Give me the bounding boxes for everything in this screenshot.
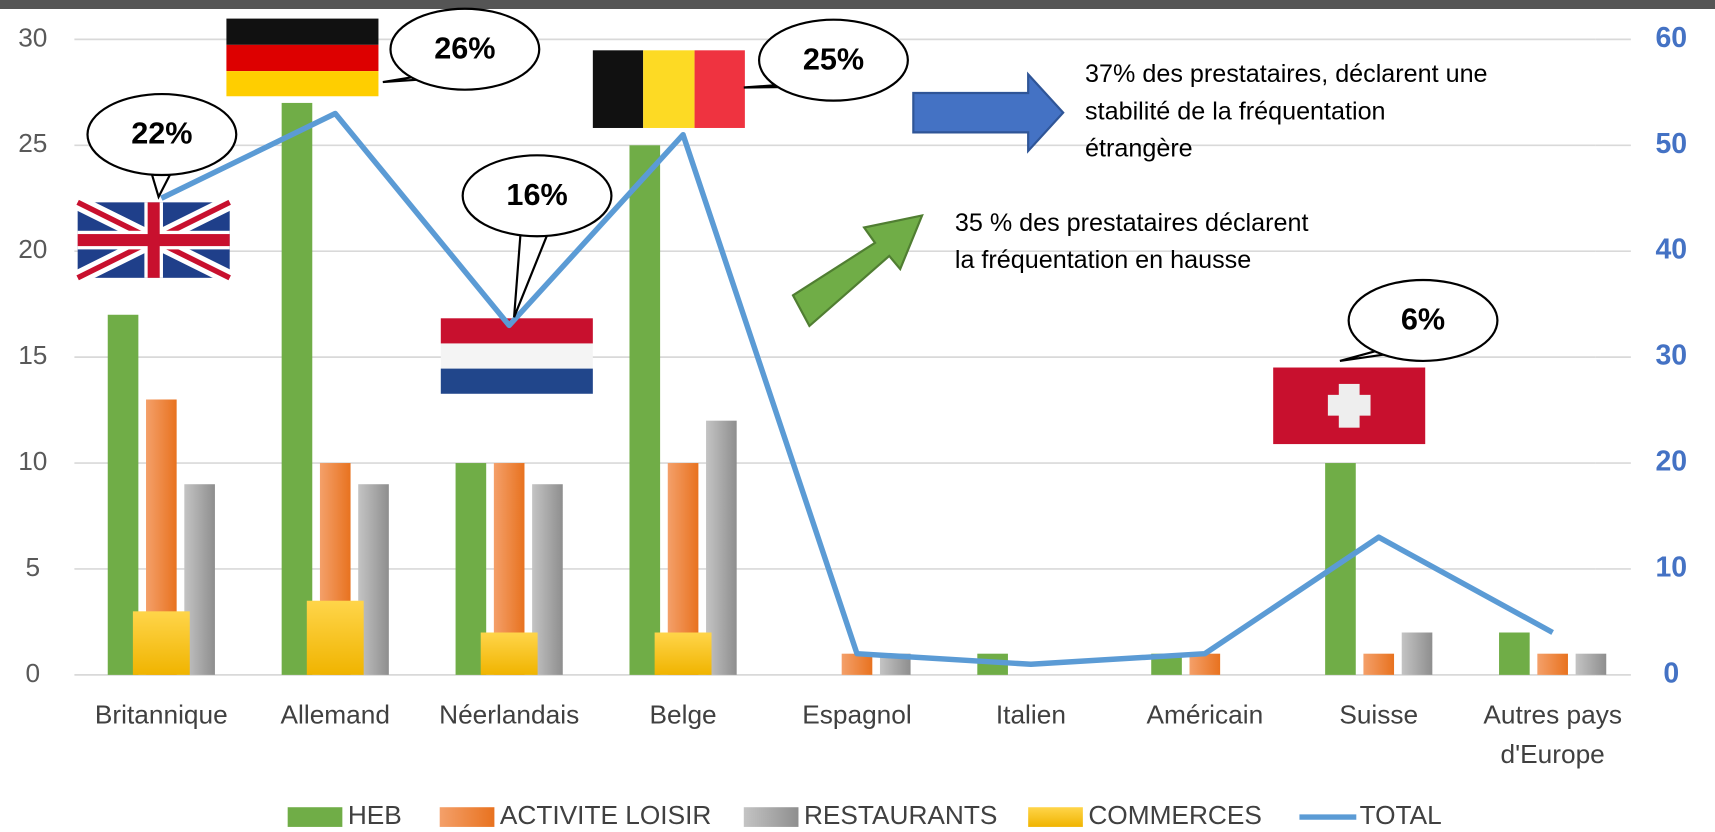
annotation: 35 % des prestataires déclarent (955, 209, 1309, 237)
callout-patch (521, 213, 553, 223)
callout (86, 92, 238, 177)
y-tick-label: 15 (18, 340, 47, 370)
legend-swatch (439, 807, 495, 827)
x-tick-label: Allemand (281, 699, 390, 729)
y-tick-label: 5 (26, 552, 41, 582)
callout-label: 6% (1401, 303, 1445, 337)
callout (461, 154, 613, 238)
bar (132, 611, 190, 675)
arrow-green (791, 213, 924, 328)
bar (1401, 632, 1433, 675)
y2-tick-label: 30 (1656, 340, 1688, 372)
annotation: étrangère (1085, 134, 1193, 162)
callout-patch (449, 66, 481, 76)
callout (389, 7, 541, 91)
x-tick-label: Belge (650, 699, 717, 729)
top-border (0, 0, 1715, 9)
callout-patch (1407, 337, 1439, 347)
legend-swatch (743, 807, 799, 827)
callout-patch (818, 77, 849, 87)
y-tick-label: 30 (18, 22, 47, 52)
bar (1363, 653, 1395, 675)
flag-ch (1273, 367, 1426, 445)
callout (1347, 278, 1499, 363)
y2-tick-label: 60 (1656, 22, 1688, 54)
flag-uk (74, 195, 234, 285)
line (160, 110, 1554, 668)
bar (1537, 653, 1568, 675)
legend-label: HEB (348, 800, 402, 830)
x-tick-label: Suisse (1339, 699, 1418, 729)
x-tick-label: d'Europe (1501, 739, 1605, 769)
legend-label: TOTAL (1360, 800, 1442, 830)
bar (841, 653, 873, 675)
x-tick-label: Néerlandais (439, 699, 579, 729)
x-tick-label: Espagnol (802, 699, 911, 729)
bar (480, 632, 538, 675)
bar (1499, 632, 1530, 675)
x-tick-label: Britannique (95, 699, 228, 729)
y-tick-label: 10 (18, 446, 47, 476)
plot: 0 5 10 15 20 25 30 0 10 20 30 40 50 60 Britannique Alle… (18, 7, 1688, 830)
bar (281, 102, 313, 675)
callout-label: 25% (803, 42, 864, 76)
bar (1189, 653, 1221, 675)
flag-de (226, 18, 379, 97)
legend-label: COMMERCES (1088, 800, 1262, 830)
bar (629, 145, 661, 675)
arrow-blue (912, 71, 1065, 154)
y-tick-label: 20 (18, 234, 47, 264)
flag-nl (440, 318, 593, 394)
legend-swatch (1028, 807, 1083, 827)
callout-patch (146, 152, 178, 161)
callout-label: 22% (131, 117, 192, 151)
flag-be (592, 50, 745, 128)
x-tick-label: Américain (1146, 699, 1263, 729)
y-tick-label: 0 (26, 658, 41, 688)
annotation: 37% des prestataires, déclarent une (1085, 60, 1488, 88)
legend-label: ACTIVITE LOISIR (500, 800, 712, 830)
legend-swatch (287, 807, 343, 827)
callout (758, 18, 909, 102)
bar (654, 632, 712, 675)
y2-tick-label: 0 (1663, 657, 1679, 689)
y2-tick-label: 10 (1656, 551, 1688, 583)
x-tick-label: Italien (996, 699, 1066, 729)
y2-tick-label: 40 (1656, 234, 1688, 266)
annotation: stabilité de la fréquentation (1085, 97, 1386, 125)
legend-label: RESTAURANTS (804, 800, 998, 830)
x-tick-label: Autres pays (1483, 699, 1622, 729)
callout-label: 26% (434, 31, 495, 65)
y-tick-label: 25 (18, 128, 47, 158)
bar (1575, 653, 1607, 675)
callout-label: 16% (506, 178, 567, 212)
bar (306, 600, 364, 675)
y2-tick-label: 20 (1656, 446, 1688, 478)
bars (107, 102, 1607, 675)
annotation: la fréquentation en hausse (955, 246, 1251, 274)
y2-tick-label: 50 (1656, 128, 1688, 160)
callout-tail (512, 217, 554, 318)
